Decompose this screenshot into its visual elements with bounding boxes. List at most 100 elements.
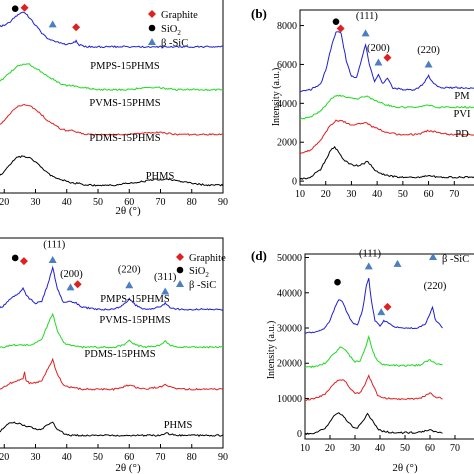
graphite-peak-marker — [20, 257, 28, 265]
y-tick-label: 50000 — [277, 253, 302, 264]
sio2-peak-marker — [334, 279, 341, 286]
sic-peak-marker — [125, 281, 133, 288]
x-tick-label: 40 — [375, 443, 385, 454]
x-tick-label: 90 — [218, 197, 228, 208]
graphite-legend-marker — [176, 253, 184, 261]
x-tick-label: 70 — [450, 443, 460, 454]
y-axis-label: Intensity (a.u.) — [271, 68, 282, 127]
x-tick-label: 20 — [0, 452, 9, 463]
series-line — [300, 120, 474, 154]
series-label: PD — [455, 129, 469, 140]
x-tick-label: 50 — [93, 452, 103, 463]
y-tick-label: 20000 — [277, 359, 302, 370]
sio2-peak-marker — [333, 18, 340, 25]
series-line — [0, 359, 223, 390]
graphite-peak-marker — [72, 23, 80, 31]
x-tick-label: 10 — [295, 189, 305, 200]
series-line — [300, 32, 474, 92]
series-label: PMPS-15PHMS — [100, 294, 170, 305]
series-label: PVI — [454, 109, 471, 120]
series-label: PHMS — [146, 171, 175, 182]
sic-legend-marker — [176, 280, 184, 287]
y-axis-label: Intensity (a.u.) — [266, 321, 277, 380]
panel-c-legend: Graphite SiO2 β -SiC — [176, 253, 226, 291]
x-tick-label: 90 — [218, 452, 228, 463]
sic-peak-marker — [374, 59, 382, 66]
graphite-peak-marker — [74, 280, 82, 288]
panel-d-legend: β -SiC — [429, 253, 469, 265]
x-tick-label: 50 — [93, 197, 103, 208]
series-label: PVMS-15PHMS — [89, 98, 160, 109]
sic-peak-marker — [49, 20, 57, 27]
plane-annotation: (220) — [424, 281, 447, 292]
plane-annotation: (111) — [43, 239, 65, 250]
sic-legend-label: β -SiC — [161, 38, 188, 49]
panel-b-label: (b) — [251, 6, 267, 21]
series-line — [305, 413, 443, 435]
series-line — [305, 278, 443, 333]
x-tick-label: 70 — [156, 197, 166, 208]
x-tick-label: 60 — [425, 443, 435, 454]
x-tick-label: 10 — [300, 443, 310, 454]
sio2-peak-marker — [12, 5, 19, 12]
y-tick-label: 0 — [297, 429, 302, 440]
panel-b: (b) 10 20 30 40 50 60 7002000400060008000Inten… — [251, 6, 474, 200]
y-tick-label: 10000 — [277, 394, 302, 405]
plane-annotation: (111) — [359, 248, 381, 259]
panel-a-legend: Graphite SiO2 β -SiC — [148, 10, 198, 49]
plane-annotation: (220) — [417, 45, 440, 56]
graphite-legend-marker — [148, 10, 156, 18]
panel-c: 20 30 40 50 60 70 80 902θ (°)PMPS-15PHMSPVMS-15… — [0, 238, 228, 474]
x-tick-label: 30 — [31, 452, 41, 463]
sic-peak-marker — [394, 260, 402, 267]
graphite-peak-marker — [384, 303, 392, 311]
graphite-peak-marker — [383, 54, 391, 62]
x-tick-label: 80 — [187, 452, 197, 463]
x-tick-label: 30 — [346, 189, 356, 200]
plane-annotation: (311) — [154, 272, 177, 283]
x-tick-label: 50 — [400, 443, 410, 454]
panel-a-plot: 20 30 40 50 60 70 80 90 2θ (°) PMPS-15PHMS PVMS-15… — [0, 4, 228, 217]
x-tick-label: 60 — [424, 189, 434, 200]
y-tick-label: 8000 — [277, 21, 297, 32]
sio2-legend-marker — [177, 267, 184, 274]
graphite-peak-marker — [21, 4, 29, 12]
series-label: PDMS-15PHMS — [84, 349, 155, 360]
sio2-legend-label: SiO2 — [161, 24, 181, 37]
x-tick-label: 30 — [350, 443, 360, 454]
sio2-legend-subscript: 2 — [205, 271, 209, 279]
sic-legend-marker — [148, 38, 156, 45]
series-label: PDMS-15PHMS — [89, 133, 160, 144]
series-line — [0, 156, 223, 186]
plane-annotation: (200) — [60, 269, 83, 280]
x-axis-label: 2θ (°) — [392, 462, 418, 474]
sic-peak-marker — [377, 308, 385, 315]
sic-peak-marker — [49, 256, 57, 263]
sio2-legend-subscript: 2 — [177, 29, 181, 37]
x-tick-label: 40 — [62, 197, 72, 208]
plane-annotation: (200) — [367, 43, 390, 54]
series-label: PMPS-15PHMS — [90, 61, 160, 72]
x-tick-label: 80 — [187, 197, 197, 208]
x-tick-label: 20 — [321, 189, 331, 200]
sic-peak-marker — [425, 60, 433, 67]
y-tick-label: 2000 — [277, 138, 297, 149]
series-line — [300, 95, 474, 119]
x-tick-label: 50 — [398, 189, 408, 200]
graphite-peak-marker — [337, 24, 345, 32]
x-tick-label: 20 — [325, 443, 335, 454]
sio2-legend-text: SiO — [189, 266, 206, 277]
panel-d: (d) 10 20 30 40 50 60 70 0 10000 20000 30000 40000 5… — [251, 248, 474, 474]
graphite-legend-label: Graphite — [161, 10, 198, 21]
graphite-legend-label: Graphite — [189, 253, 226, 264]
x-tick-label: 20 — [0, 197, 9, 208]
sic-peak-marker — [161, 288, 169, 295]
series-label: PM — [454, 91, 470, 102]
x-tick-label: 70 — [449, 189, 459, 200]
sic-legend-label: β -SiC — [442, 254, 469, 265]
x-tick-label: 30 — [31, 197, 41, 208]
series-line — [300, 147, 474, 179]
series-label: PHMS — [164, 420, 193, 431]
sio2-legend-text: SiO — [161, 24, 178, 35]
